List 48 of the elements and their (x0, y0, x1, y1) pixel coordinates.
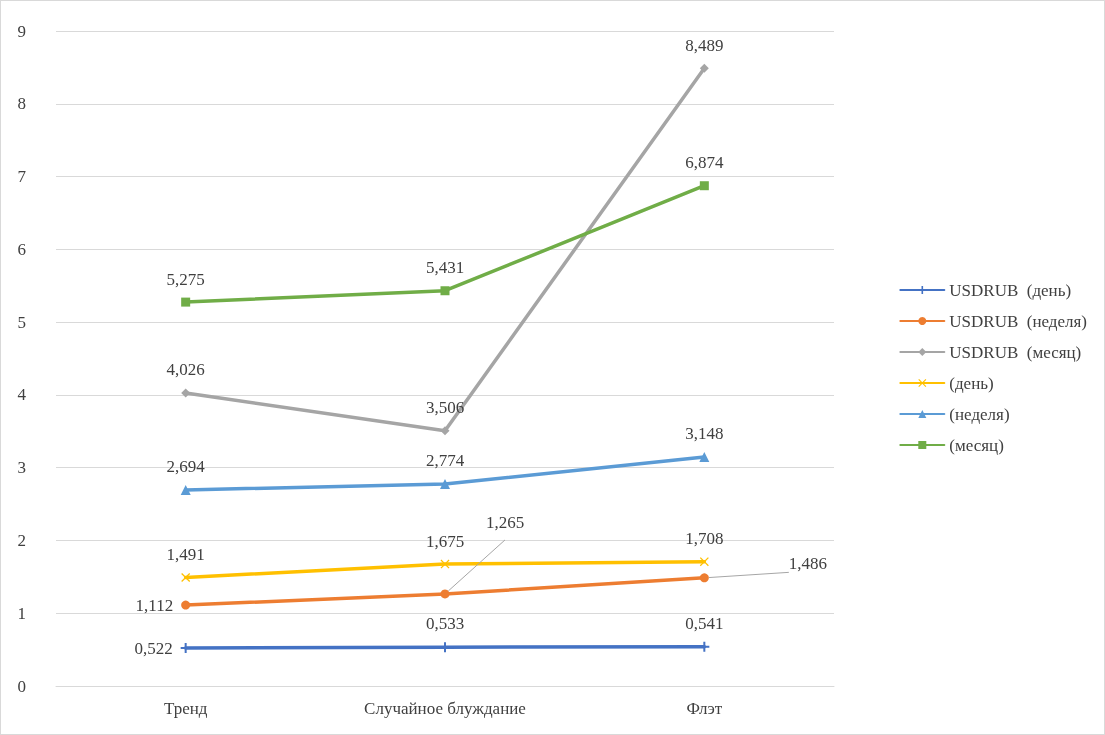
data-label: 8,489 (685, 35, 724, 55)
x-tick-label: Случайное блуждание (364, 699, 526, 718)
data-label: 1,708 (685, 529, 724, 549)
y-tick-label: 4 (17, 385, 27, 405)
legend-label: USDRUB (месяц) (949, 342, 1082, 362)
point (181, 600, 191, 610)
data-label: 0,533 (425, 614, 465, 634)
data-label: 1,265 (485, 513, 525, 533)
point (181, 297, 191, 307)
y-tick-label: 3 (17, 458, 26, 478)
data-label: 1,491 (166, 544, 205, 564)
data-label: 1,675 (425, 531, 465, 551)
data-label: 2,694 (166, 456, 206, 476)
legend-label: (день) (949, 373, 994, 393)
legend-label: (неделя) (949, 404, 1010, 424)
data-label: 5,431 (425, 258, 465, 278)
data-label: 3,506 (425, 398, 465, 418)
data-label: 5,275 (166, 269, 205, 289)
legend-label: USDRUB (день) (949, 280, 1072, 300)
y-tick-label: 1 (17, 603, 26, 623)
point (699, 63, 709, 73)
y-tick-label: 9 (17, 21, 26, 41)
data-label: 3,148 (685, 423, 724, 443)
point (440, 286, 450, 296)
y-tick-label: 8 (17, 94, 26, 114)
x-tick-label: Флэт (686, 699, 723, 718)
point (180, 484, 191, 495)
data-label: 1,486 (788, 554, 828, 574)
y-tick-label: 0 (17, 676, 26, 696)
data-label: 4,026 (166, 360, 205, 380)
point (440, 589, 450, 599)
x-tick-label: Тренд (163, 699, 208, 718)
data-label: 2,774 (425, 451, 465, 471)
point (699, 573, 709, 583)
data-label: 1,112 (135, 595, 174, 615)
point (699, 181, 709, 191)
data-label: 0,522 (134, 638, 173, 658)
y-tick-label: 2 (17, 530, 26, 550)
legend-label: USDRUB (неделя) (949, 311, 1087, 331)
point (440, 479, 450, 490)
data-label: 6,874 (685, 153, 724, 173)
data-label: 0,541 (685, 613, 724, 633)
y-tick-label: 5 (17, 312, 26, 332)
point (699, 451, 710, 462)
y-tick-label: 6 (17, 239, 26, 259)
point (181, 572, 191, 582)
y-tick-label: 7 (17, 167, 27, 187)
legend-label: (месяц) (949, 435, 1004, 455)
